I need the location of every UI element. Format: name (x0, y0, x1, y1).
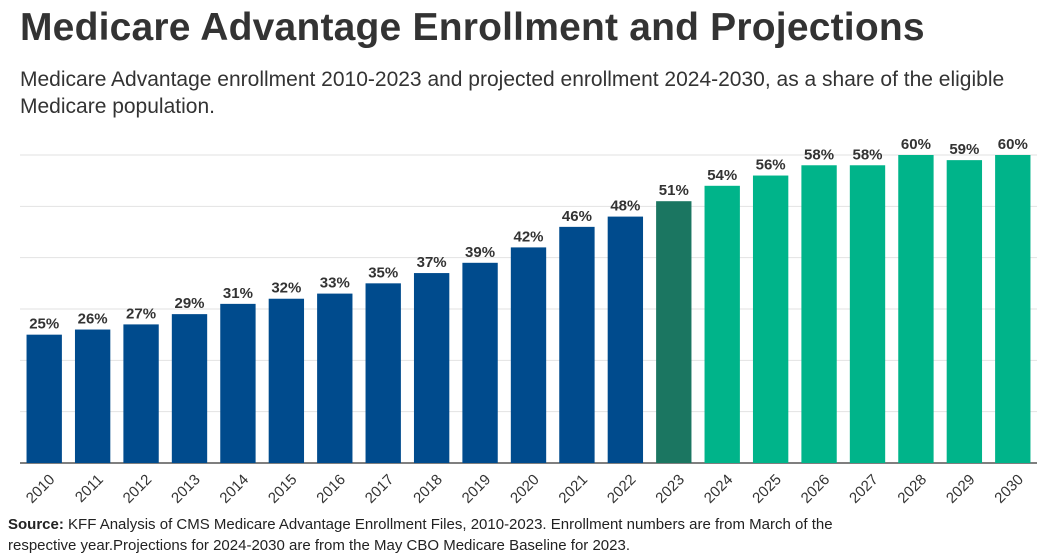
data-label-2028: 60% (901, 136, 931, 153)
x-tick-label-2024: 2024 (701, 471, 737, 507)
bar-2023 (656, 201, 692, 463)
data-label-2025: 56% (756, 157, 786, 174)
data-label-2030: 60% (998, 136, 1028, 153)
x-tick-label-2018: 2018 (410, 471, 446, 507)
data-label-2020: 42% (513, 228, 543, 245)
bar-2017 (365, 283, 401, 463)
x-tick-label-2011: 2011 (72, 471, 107, 506)
data-label-2029: 59% (949, 141, 979, 158)
data-label-2017: 35% (368, 264, 398, 281)
data-label-2016: 33% (320, 275, 350, 292)
data-label-2026: 58% (804, 146, 834, 163)
chart-subtitle: Medicare Advantage enrollment 2010-2023 … (20, 68, 1005, 118)
data-label-2014: 31% (223, 285, 253, 302)
x-tick-label-2010: 2010 (23, 471, 59, 507)
bar-2025 (752, 175, 789, 464)
x-tick-label-2021: 2021 (555, 471, 591, 507)
data-label-2023: 51% (659, 182, 689, 199)
data-label-2019: 39% (465, 244, 495, 261)
data-label-2024: 54% (707, 167, 737, 184)
x-tick-label-2025: 2025 (749, 471, 785, 507)
bar-2027 (849, 165, 886, 463)
x-tick-label-2017: 2017 (362, 471, 398, 507)
bar-2012 (123, 324, 159, 463)
x-tick-label-2015: 2015 (265, 471, 301, 507)
bar-2019 (462, 262, 498, 463)
data-label-2018: 37% (417, 254, 447, 271)
data-label-2027: 58% (852, 146, 882, 163)
chart-title: Medicare Advantage Enrollment and Projec… (20, 6, 925, 49)
data-label-2015: 32% (271, 280, 301, 297)
x-tick-label-2014: 2014 (216, 471, 252, 507)
bar-2013 (171, 314, 208, 463)
x-tick-label-2016: 2016 (313, 471, 349, 507)
bar-2024 (704, 185, 740, 464)
source-label: Source: (8, 516, 64, 533)
bar-2011 (74, 329, 111, 463)
x-tick-label-2019: 2019 (459, 471, 495, 507)
bar-2022 (607, 216, 644, 463)
bar-2026 (801, 165, 837, 463)
bar-2028 (898, 155, 934, 463)
data-label-2021: 46% (562, 208, 592, 225)
x-tick-label-2012: 2012 (120, 471, 156, 507)
x-tick-label-2023: 2023 (652, 471, 688, 507)
x-tick-label-2026: 2026 (798, 471, 834, 507)
bar-2010 (26, 334, 62, 463)
data-label-2010: 25% (29, 316, 59, 333)
data-label-2013: 29% (174, 295, 204, 312)
x-tick-label-2029: 2029 (943, 471, 979, 507)
bar-2014 (220, 303, 256, 463)
x-tick-label-2028: 2028 (894, 471, 930, 507)
bar-2018 (413, 273, 450, 463)
source-note: Source: KFF Analysis of CMS Medicare Adv… (8, 514, 868, 556)
x-tick-label-2013: 2013 (168, 471, 204, 507)
data-label-2022: 48% (610, 198, 640, 215)
x-tick-label-2030: 2030 (991, 471, 1027, 507)
data-label-2012: 27% (126, 305, 156, 322)
bar-2030 (995, 155, 1031, 463)
x-tick-label-2020: 2020 (507, 471, 543, 507)
bar-2015 (268, 298, 305, 463)
data-label-2011: 26% (78, 311, 108, 328)
x-tick-label-2022: 2022 (604, 471, 640, 507)
x-tick-label-2027: 2027 (846, 471, 882, 507)
bar-2029 (946, 160, 983, 463)
bar-2021 (559, 226, 595, 463)
source-text: KFF Analysis of CMS Medicare Advantage E… (8, 516, 833, 554)
bar-2016 (317, 293, 353, 463)
bar-2020 (510, 247, 547, 463)
